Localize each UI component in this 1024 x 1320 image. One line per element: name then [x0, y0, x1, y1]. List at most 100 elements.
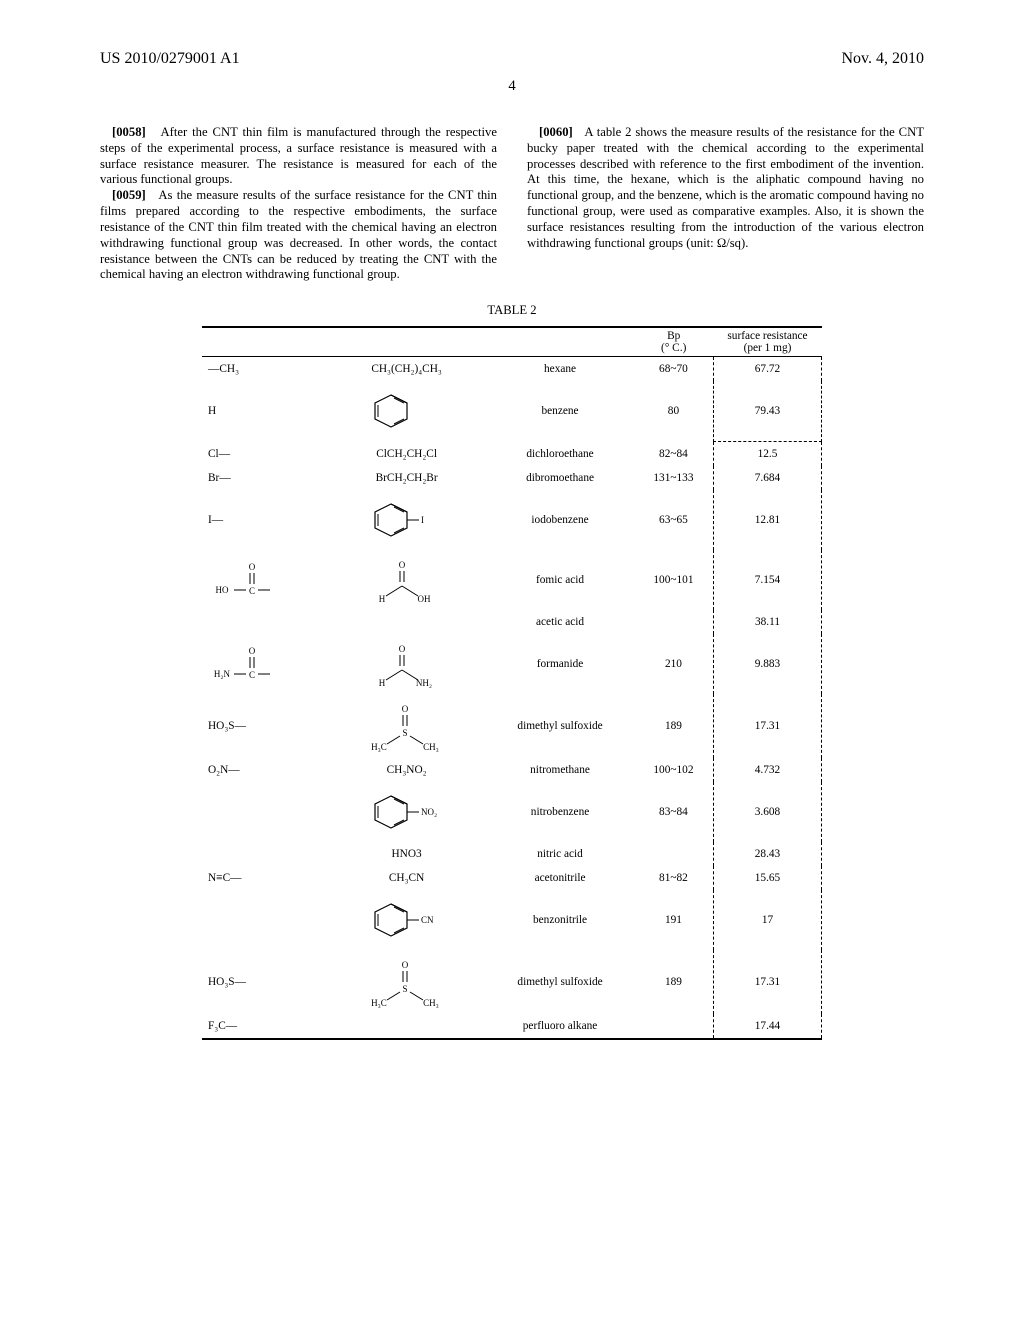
cell-functional: Cl—: [202, 441, 327, 466]
cell-name: fomic acid: [486, 550, 634, 610]
cell-bp: 191: [634, 890, 714, 950]
para-num-0059: [0059]: [112, 188, 146, 202]
cell-bp: 189: [634, 950, 714, 1014]
table-row: O C H₂N O H NH₂ formanide2109.883: [202, 634, 822, 694]
cell-sr: 17.31: [713, 694, 821, 758]
cell-bp: [634, 610, 714, 634]
svg-text:CH₃: CH₃: [423, 742, 439, 752]
cell-structure: O H OH: [327, 550, 486, 610]
text-columns: [0058] After the CNT thin film is manufa…: [100, 125, 924, 283]
cell-bp: [634, 842, 714, 866]
cell-name: hexane: [486, 357, 634, 382]
cell-name: dichloroethane: [486, 441, 634, 466]
table-row: NO₂ nitrobenzene83~843.608: [202, 782, 822, 842]
table-row: I— I iodobenzene63~6512.81: [202, 490, 822, 550]
cell-functional: I—: [202, 490, 327, 550]
cell-structure: CH₃(CH₂)₄CH₃: [327, 357, 486, 382]
cell-functional: [202, 890, 327, 950]
cell-sr: 79.43: [713, 381, 821, 441]
content-area: [0058] After the CNT thin film is manufa…: [0, 125, 1024, 1040]
para-text-0058: After the CNT thin film is manufactured …: [100, 125, 497, 186]
cell-bp: 63~65: [634, 490, 714, 550]
svg-text:OH: OH: [417, 594, 430, 604]
para-num-0058: [0058]: [112, 125, 146, 139]
cell-name: dimethyl sulfoxide: [486, 694, 634, 758]
table-row: HNO3nitric acid28.43: [202, 842, 822, 866]
table-row: Cl—ClCH₂CH₂Cldichloroethane82~8412.5: [202, 441, 822, 466]
cell-functional: HO₃S—: [202, 950, 327, 1014]
page-header: US 2010/0279001 A1 Nov. 4, 2010: [0, 0, 1024, 78]
cell-sr: 15.65: [713, 866, 821, 890]
cell-name: perfluoro alkane: [486, 1014, 634, 1039]
cell-functional: HO₃S—: [202, 694, 327, 758]
cell-bp: 100~102: [634, 758, 714, 782]
svg-text:H₂N: H₂N: [214, 669, 231, 679]
cell-name: benzonitrile: [486, 890, 634, 950]
dmso-icon: O S H₃C CH₃: [367, 956, 447, 1008]
svg-text:O: O: [401, 960, 408, 970]
cell-functional: —CH₃: [202, 357, 327, 382]
cell-name: dibromoethane: [486, 466, 634, 490]
cell-functional: Br—: [202, 466, 327, 490]
svg-text:O: O: [249, 646, 256, 656]
svg-text:HO: HO: [216, 585, 229, 595]
cell-sr: 12.5: [713, 441, 821, 466]
cell-name: formanide: [486, 634, 634, 694]
formic-icon: O H OH: [372, 556, 442, 604]
cell-sr: 9.883: [713, 634, 821, 694]
cell-functional: H: [202, 381, 327, 441]
dmso-icon: O S H₃C CH₃: [367, 700, 447, 752]
cell-functional: [202, 842, 327, 866]
table-row: F₃C—perfluoro alkane17.44: [202, 1014, 822, 1039]
cell-name: acetic acid: [486, 610, 634, 634]
svg-text:S: S: [402, 984, 407, 994]
cell-structure: [327, 381, 486, 441]
svg-text:C: C: [249, 670, 255, 680]
svg-text:O: O: [249, 562, 256, 572]
cell-structure: CH₃CN: [327, 866, 486, 890]
formic-icon: O H NH₂: [372, 640, 442, 688]
para-num-0060: [0060]: [539, 125, 573, 139]
svg-text:H: H: [378, 594, 385, 604]
table-row: acetic acid 38.11: [202, 610, 822, 634]
left-column: [0058] After the CNT thin film is manufa…: [100, 125, 497, 283]
th-sr: surface resistance (per 1 mg): [713, 327, 821, 357]
cell-name: acetonitrile: [486, 866, 634, 890]
paragraph-0059: [0059] As the measure results of the sur…: [100, 188, 497, 283]
cell-name: nitrobenzene: [486, 782, 634, 842]
cell-bp: 82~84: [634, 441, 714, 466]
svg-text:NO₂: NO₂: [421, 807, 437, 817]
cell-sr: 12.81: [713, 490, 821, 550]
svg-text:O: O: [398, 560, 405, 570]
cell-sr: 3.608: [713, 782, 821, 842]
cell-structure: ClCH₂CH₂Cl: [327, 441, 486, 466]
cell-sr: 7.154: [713, 550, 821, 610]
th-sr-unit: (per 1 mg): [744, 342, 792, 354]
cell-structure: HNO3: [327, 842, 486, 866]
benzene-icon: CN: [367, 896, 447, 944]
table-row: HO₃S— O S H₃C CH₃ dimethyl sulfoxide1891…: [202, 950, 822, 1014]
th-blank2: [327, 327, 486, 357]
benzene-icon: I: [367, 496, 447, 544]
cell-functional: O C HO: [202, 550, 327, 610]
cell-name: nitromethane: [486, 758, 634, 782]
cell-structure: CH₃NO₂: [327, 758, 486, 782]
cell-functional: O₂N—: [202, 758, 327, 782]
cell-structure: O S H₃C CH₃: [327, 950, 486, 1014]
table-row: Br—BrCH₂CH₂Brdibromoethane131~1337.684: [202, 466, 822, 490]
cell-name: dimethyl sulfoxide: [486, 950, 634, 1014]
cell-functional: [202, 610, 327, 634]
page-date: Nov. 4, 2010: [841, 50, 924, 68]
cell-sr: 17.31: [713, 950, 821, 1014]
cell-sr: 38.11: [713, 610, 821, 634]
table-row: HO₃S— O S H₃C CH₃ dimethyl sulfoxide1891…: [202, 694, 822, 758]
table-row: H benzene8079.43: [202, 381, 822, 441]
th-sr-text: surface resistance: [727, 330, 807, 342]
svg-text:H₃C: H₃C: [371, 998, 387, 1008]
cell-bp: 131~133: [634, 466, 714, 490]
para-text-0060: A table 2 shows the measure results of t…: [527, 125, 924, 250]
cell-bp: 210: [634, 634, 714, 694]
svg-text:O: O: [398, 644, 405, 654]
table-row: N≡C—CH₃CNacetonitrile81~8215.65: [202, 866, 822, 890]
cell-functional: O C H₂N: [202, 634, 327, 694]
